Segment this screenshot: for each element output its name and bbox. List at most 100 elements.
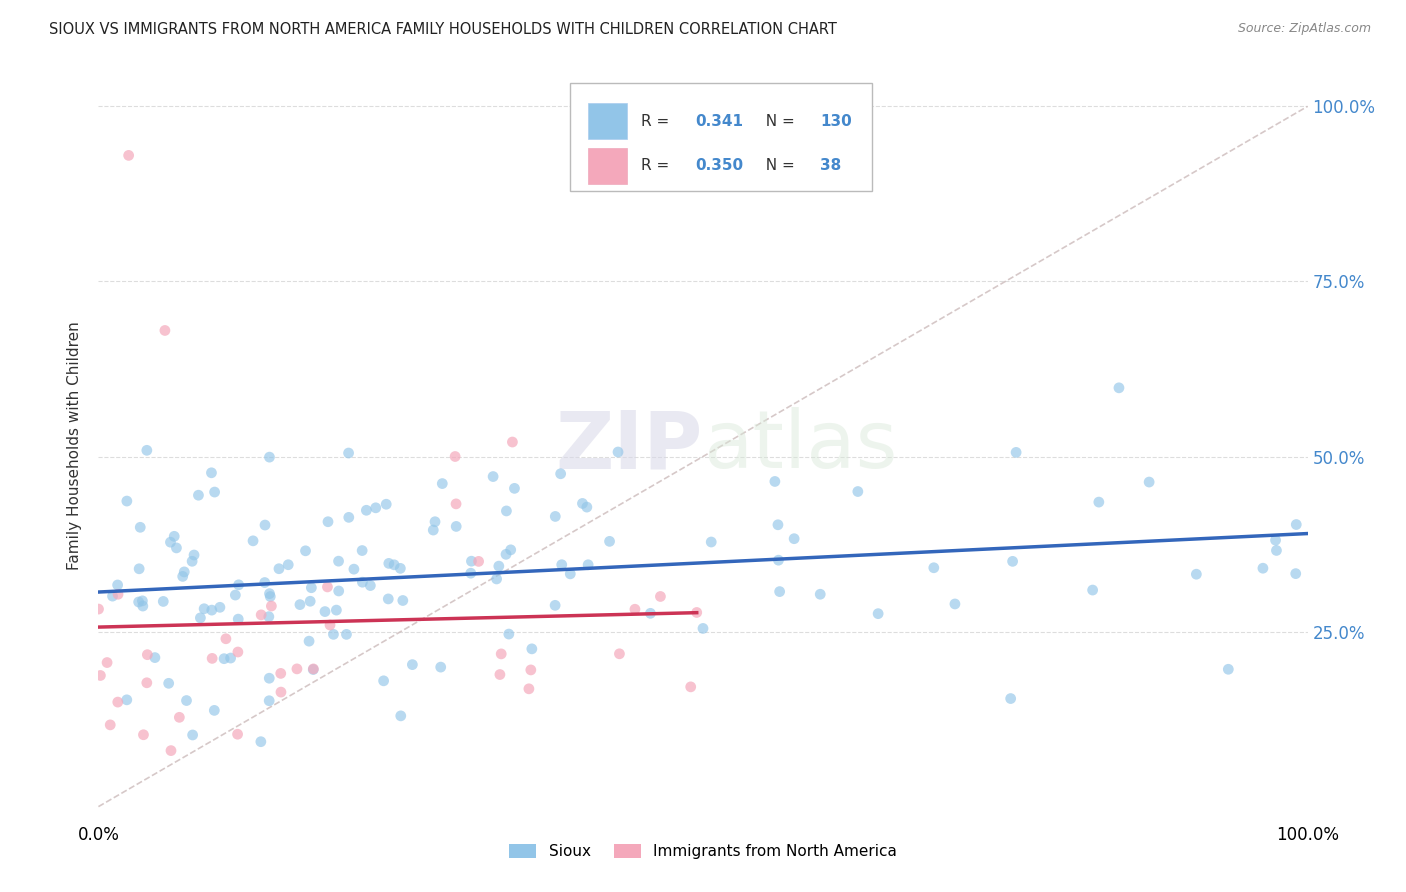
Point (242, 533, 264, 548)
Point (143, 650, 166, 665)
Point (169, 710, 191, 724)
Text: Source: ZipAtlas.com: Source: ZipAtlas.com (1237, 22, 1371, 36)
Point (277, 558, 299, 572)
Point (208, 600, 231, 615)
Point (1000, 691, 1022, 706)
Point (482, 469, 505, 483)
Point (1001, 554, 1024, 568)
Point (401, 657, 423, 672)
Point (135, 443, 157, 458)
Text: N =: N = (756, 113, 800, 128)
Point (389, 561, 412, 575)
Text: ZIP: ZIP (555, 407, 703, 485)
Point (1088, 495, 1111, 509)
FancyBboxPatch shape (588, 148, 627, 184)
Point (489, 667, 512, 681)
Point (503, 481, 526, 495)
Point (423, 515, 446, 529)
Text: R =: R = (641, 113, 675, 128)
Point (157, 676, 180, 690)
Point (253, 518, 276, 533)
Point (460, 566, 482, 581)
Point (1108, 381, 1130, 395)
Point (159, 535, 181, 549)
Point (152, 594, 174, 608)
Point (328, 554, 350, 568)
Point (328, 584, 350, 599)
Point (319, 618, 342, 632)
Point (377, 591, 399, 606)
Point (495, 547, 517, 561)
Point (153, 323, 176, 337)
Point (808, 587, 831, 601)
Point (640, 607, 662, 621)
Point (314, 605, 336, 619)
Point (364, 500, 387, 515)
Point (444, 519, 467, 533)
Point (270, 666, 292, 681)
Point (460, 554, 482, 568)
FancyBboxPatch shape (569, 83, 872, 191)
Point (763, 475, 786, 489)
Point (96, 656, 118, 670)
Text: atlas: atlas (703, 407, 897, 485)
Point (259, 587, 281, 601)
Point (270, 685, 292, 699)
Point (299, 581, 322, 595)
Point (267, 562, 290, 576)
Point (228, 578, 250, 592)
Point (302, 662, 325, 676)
Point (250, 735, 273, 749)
Point (132, 728, 155, 742)
Text: SIOUX VS IMMIGRANTS FROM NORTH AMERICA FAMILY HOUSEHOLDS WITH CHILDREN CORRELATI: SIOUX VS IMMIGRANTS FROM NORTH AMERICA F… (49, 22, 837, 37)
Point (190, 611, 212, 625)
Text: 0.341: 0.341 (696, 113, 744, 128)
Point (337, 510, 360, 524)
Point (204, 485, 226, 500)
Point (517, 681, 540, 696)
Point (257, 609, 280, 624)
Point (131, 594, 153, 608)
Point (136, 648, 159, 662)
Point (302, 663, 325, 677)
Point (87, 602, 110, 616)
Point (576, 558, 599, 572)
Point (224, 588, 246, 602)
Point (128, 595, 150, 609)
Point (135, 675, 157, 690)
Legend: Sioux, Immigrants from North America: Sioux, Immigrants from North America (503, 838, 903, 865)
Point (571, 496, 593, 510)
Point (101, 589, 124, 603)
Point (181, 728, 204, 742)
Point (181, 554, 204, 568)
Point (692, 622, 714, 636)
Point (259, 450, 281, 464)
Point (499, 542, 522, 557)
Point (352, 543, 374, 558)
Point (769, 584, 792, 599)
Point (520, 663, 543, 677)
Point (768, 553, 790, 567)
Point (599, 534, 621, 549)
Point (429, 660, 451, 674)
Point (215, 632, 238, 646)
Point (172, 569, 194, 583)
Point (1005, 445, 1028, 459)
FancyBboxPatch shape (588, 103, 627, 139)
Point (253, 575, 276, 590)
Point (375, 497, 398, 511)
Point (520, 641, 543, 656)
Point (322, 627, 344, 641)
Point (432, 476, 454, 491)
Point (392, 593, 415, 607)
Point (544, 599, 567, 613)
Point (285, 662, 308, 676)
Point (250, 607, 273, 622)
Point (444, 497, 467, 511)
Point (352, 575, 374, 590)
Point (183, 548, 205, 562)
Point (650, 590, 672, 604)
Text: 38: 38 (820, 158, 842, 173)
Point (298, 634, 321, 648)
Point (359, 578, 381, 592)
